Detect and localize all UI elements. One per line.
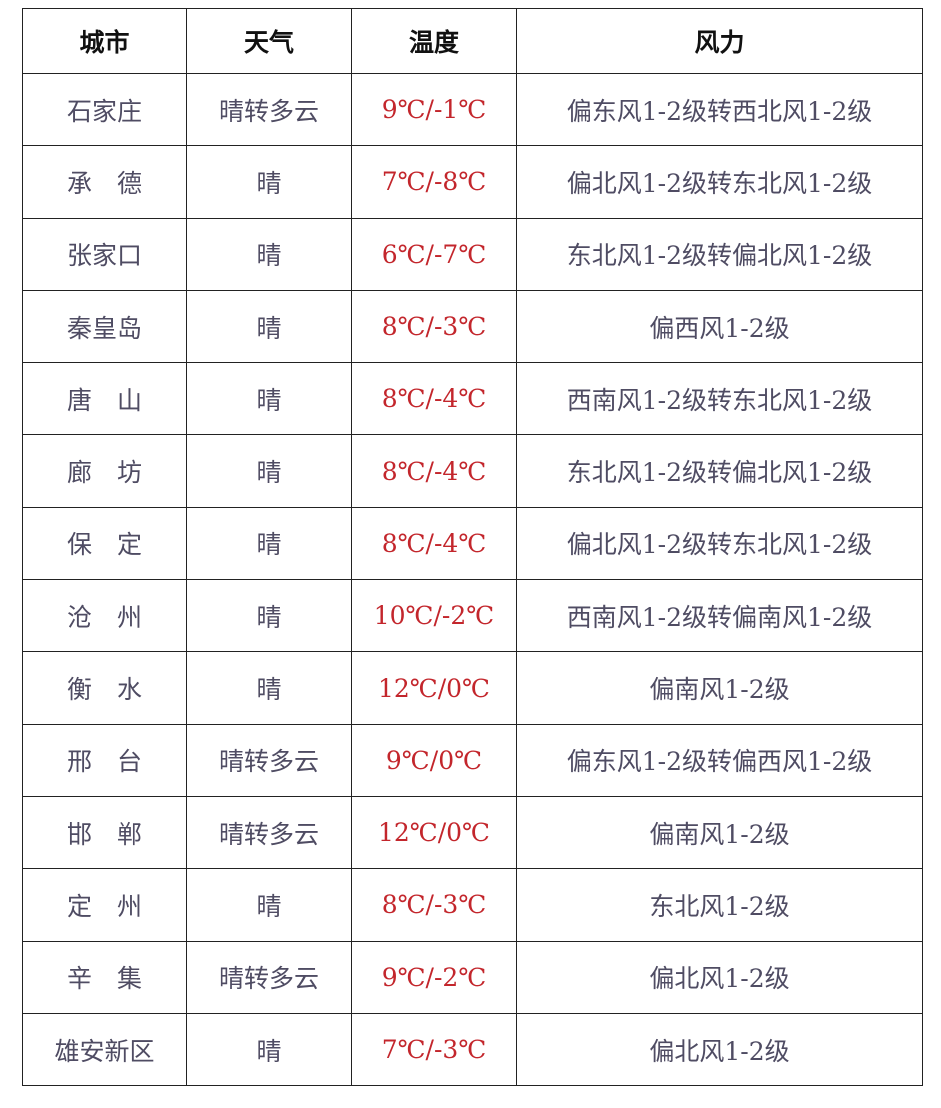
table-header-row: 城市 天气 温度 风力 xyxy=(22,8,923,74)
table-row: 唐 山晴 8℃/-4℃ 西南风1-2级转东北风1-2级 xyxy=(22,362,923,436)
weather-cell: 晴 xyxy=(186,289,352,364)
weather-cell: 晴转多云 xyxy=(186,795,352,870)
temperature-cell: 10℃/-2℃ xyxy=(351,579,517,653)
temperature-cell: 7℃/-8℃ xyxy=(351,145,517,219)
table-row: 邯 郸晴转多云 12℃/0℃ 偏南风1-2级 xyxy=(22,795,923,870)
weather-cell: 晴 xyxy=(186,362,352,436)
city-cell: 衡 水 xyxy=(22,651,187,725)
wind-cell: 东北风1-2级转偏北风1-2级 xyxy=(516,217,923,291)
city-cell: 辛 集 xyxy=(22,940,187,1014)
city-cell: 保 定 xyxy=(22,506,187,581)
temperature-cell: 8℃/-3℃ xyxy=(351,868,517,942)
table-row: 沧 州晴 10℃/-2℃ 西南风1-2级转偏南风1-2级 xyxy=(22,579,923,653)
table-row: 承 德晴 7℃/-8℃ 偏北风1-2级转东北风1-2级 xyxy=(22,145,923,219)
temperature-cell: 6℃/-7℃ xyxy=(351,217,517,291)
weather-cell: 晴 xyxy=(186,579,352,653)
table-row: 石家庄 晴转多云 9℃/-1℃ 偏东风1-2级转西北风1-2级 xyxy=(22,72,923,147)
weather-cell: 晴 xyxy=(186,145,352,219)
city-cell: 秦皇岛 xyxy=(22,289,187,364)
wind-cell: 偏南风1-2级 xyxy=(516,651,923,725)
weather-cell: 晴 xyxy=(186,434,352,508)
city-cell: 定 州 xyxy=(22,868,187,942)
wind-cell: 偏东风1-2级转西北风1-2级 xyxy=(516,72,923,147)
weather-cell: 晴转多云 xyxy=(186,72,352,147)
temperature-cell: 9℃/-2℃ xyxy=(351,940,517,1014)
city-cell: 廊 坊 xyxy=(22,434,187,508)
table-row: 雄安新区晴 7℃/-3℃ 偏北风1-2级 xyxy=(22,1012,923,1087)
wind-cell: 东北风1-2级 xyxy=(516,868,923,942)
temperature-cell: 12℃/0℃ xyxy=(351,651,517,725)
temperature-cell: 7℃/-3℃ xyxy=(351,1012,517,1087)
temperature-cell: 9℃/0℃ xyxy=(351,723,517,797)
temperature-cell: 8℃/-3℃ xyxy=(351,289,517,364)
weather-cell: 晴 xyxy=(186,1012,352,1087)
temperature-cell: 8℃/-4℃ xyxy=(351,434,517,508)
city-cell: 张家口 xyxy=(22,217,187,291)
table-row: 衡 水晴 12℃/0℃ 偏南风1-2级 xyxy=(22,651,923,725)
city-cell: 邢 台 xyxy=(22,723,187,797)
wind-cell: 偏东风1-2级转偏西风1-2级 xyxy=(516,723,923,797)
table-row: 辛 集晴转多云 9℃/-2℃ 偏北风1-2级 xyxy=(22,940,923,1014)
city-cell: 唐 山 xyxy=(22,362,187,436)
temperature-cell: 8℃/-4℃ xyxy=(351,362,517,436)
wind-cell: 偏北风1-2级 xyxy=(516,940,923,1014)
table-row: 保 定晴 8℃/-4℃ 偏北风1-2级转东北风1-2级 xyxy=(22,506,923,581)
wind-cell: 偏北风1-2级 xyxy=(516,1012,923,1087)
header-city: 城市 xyxy=(22,8,187,74)
wind-cell: 偏西风1-2级 xyxy=(516,289,923,364)
weather-cell: 晴 xyxy=(186,506,352,581)
city-cell: 石家庄 xyxy=(22,72,187,147)
city-cell: 雄安新区 xyxy=(22,1012,187,1087)
table-row: 邢 台晴转多云 9℃/0℃ 偏东风1-2级转偏西风1-2级 xyxy=(22,723,923,797)
weather-cell: 晴 xyxy=(186,651,352,725)
header-wind: 风力 xyxy=(516,8,923,74)
table-row: 秦皇岛晴 8℃/-3℃ 偏西风1-2级 xyxy=(22,289,923,364)
temperature-cell: 9℃/-1℃ xyxy=(351,72,517,147)
wind-cell: 西南风1-2级转偏南风1-2级 xyxy=(516,579,923,653)
city-cell: 邯 郸 xyxy=(22,795,187,870)
temperature-cell: 8℃/-4℃ xyxy=(351,506,517,581)
wind-cell: 偏南风1-2级 xyxy=(516,795,923,870)
temperature-cell: 12℃/0℃ xyxy=(351,795,517,870)
weather-forecast-table: 城市 天气 温度 风力 石家庄 晴转多云 9℃/-1℃ 偏东风1-2级转西北风1-2级… xyxy=(22,8,923,1087)
city-cell: 沧 州 xyxy=(22,579,187,653)
table-row: 廊 坊晴 8℃/-4℃ 东北风1-2级转偏北风1-2级 xyxy=(22,434,923,508)
table-row: 定 州晴 8℃/-3℃ 东北风1-2级 xyxy=(22,868,923,942)
table-row: 张家口晴 6℃/-7℃ 东北风1-2级转偏北风1-2级 xyxy=(22,217,923,291)
city-cell: 承 德 xyxy=(22,145,187,219)
wind-cell: 偏北风1-2级转东北风1-2级 xyxy=(516,145,923,219)
weather-cell: 晴转多云 xyxy=(186,940,352,1014)
wind-cell: 偏北风1-2级转东北风1-2级 xyxy=(516,506,923,581)
weather-cell: 晴 xyxy=(186,868,352,942)
wind-cell: 东北风1-2级转偏北风1-2级 xyxy=(516,434,923,508)
weather-cell: 晴 xyxy=(186,217,352,291)
header-temperature: 温度 xyxy=(351,8,517,74)
header-weather: 天气 xyxy=(186,8,352,74)
wind-cell: 西南风1-2级转东北风1-2级 xyxy=(516,362,923,436)
weather-cell: 晴转多云 xyxy=(186,723,352,797)
